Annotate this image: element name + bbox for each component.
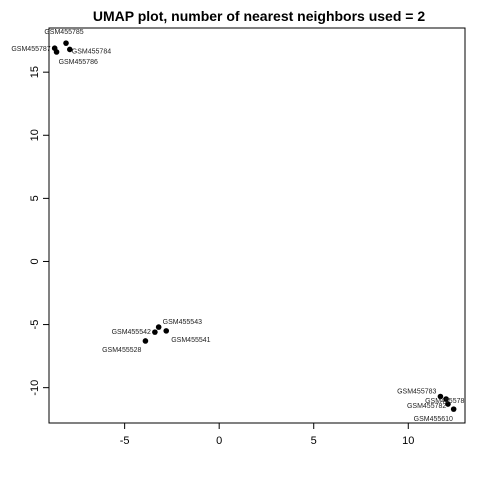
y-tick-label: 5 (29, 195, 41, 201)
x-tick-label: -5 (120, 435, 130, 447)
point-label: GSM455610 (414, 416, 453, 423)
point-label: GSM455785 (44, 29, 83, 36)
y-tick-label: -5 (29, 320, 41, 330)
point-label: GSM455528 (102, 347, 141, 354)
y-tick-label: 15 (29, 66, 41, 78)
chart-title: UMAP plot, number of nearest neighbors u… (93, 8, 426, 24)
data-point (67, 46, 73, 53)
point-labels: GSM455785 GSM455784 GSM455787 GSM455786 GSM4… (11, 29, 464, 423)
y-tick-label: -10 (29, 380, 41, 396)
point-label: GSM455783 (397, 388, 436, 395)
data-point (445, 401, 451, 407)
data-point (437, 393, 444, 400)
x-tick-label: 5 (311, 435, 317, 447)
x-tick-label: 10 (402, 435, 414, 447)
data-point (163, 328, 170, 334)
y-tick-label: 10 (29, 129, 41, 141)
point-label: GSM455784 (72, 48, 111, 55)
data-point (450, 406, 457, 412)
point-label: GSM455787 (11, 46, 50, 53)
point-label: GSM455578 (425, 398, 464, 405)
data-point (142, 338, 149, 344)
data-point (53, 49, 60, 55)
point-label: GSM455541 (171, 337, 210, 344)
data-point (63, 40, 69, 46)
point-label: GSM455543 (163, 319, 202, 326)
data-point (152, 329, 158, 335)
y-tick-label: 0 (29, 258, 41, 264)
data-points (51, 40, 457, 412)
data-point (443, 396, 449, 402)
x-tick-label: 0 (216, 435, 222, 447)
point-label: GSM455782 (407, 403, 446, 410)
axes: -5 0 5 10 -10 -5 0 5 10 15 (29, 66, 414, 447)
data-point (155, 324, 162, 330)
point-label: GSM455542 (112, 329, 151, 336)
plot-frame (48, 27, 466, 424)
point-label: GSM455786 (59, 59, 98, 66)
